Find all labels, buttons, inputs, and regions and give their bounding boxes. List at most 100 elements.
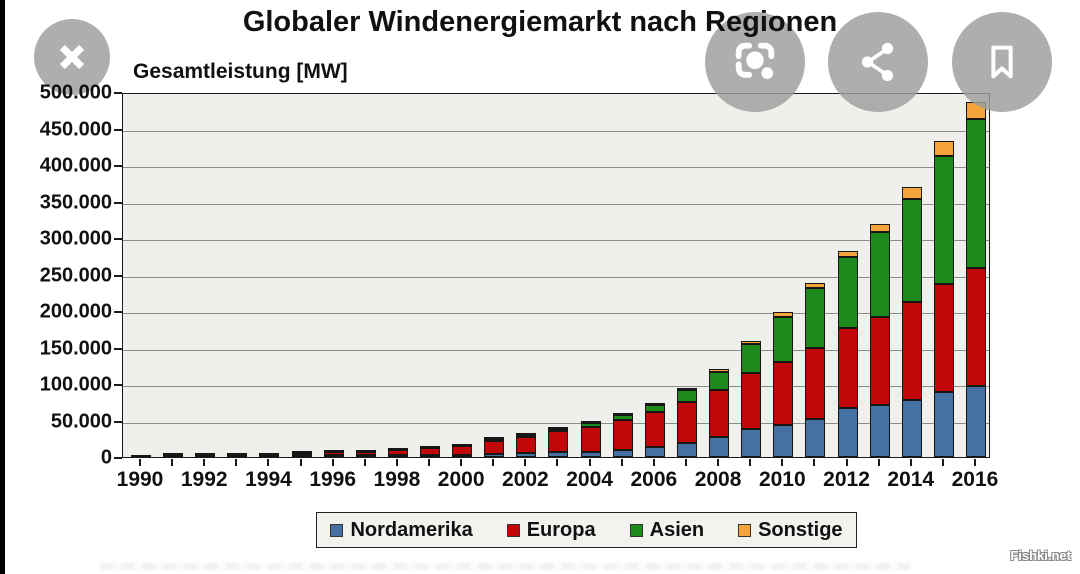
x-tick-label: 2002 [502,468,549,491]
bar-segment-asien [580,423,601,427]
bar-2007 [676,388,697,457]
y-tick-mark [114,238,122,240]
gridline-450.000 [123,130,989,132]
gridline-100.000 [123,386,989,387]
x-tick-mark [235,459,238,466]
bar-segment-nordamerika [227,455,248,457]
gridline-200.000 [123,313,989,314]
lens-search-button[interactable] [705,12,805,112]
y-tick-label: 100.000 [39,373,112,396]
bar-1993 [227,453,248,457]
bar-2012 [837,250,858,457]
letterbox-left-strip [0,0,5,574]
y-tick-mark [114,457,122,459]
lens-search-icon [735,42,775,79]
bar-2001 [484,437,505,457]
bar-segment-nordamerika [163,455,184,457]
legend-swatch-europa [506,523,520,537]
bar-segment-europa [933,284,954,393]
bar-1999 [420,445,441,457]
bar-segment-sonstige [805,283,826,289]
bar-segment-asien [773,317,794,362]
bar-segment-europa [676,402,697,444]
x-tick-label: 1996 [309,468,357,491]
x-tick-mark [620,459,623,466]
bar-segment-nordamerika [195,455,216,457]
watermark: Fishki.net [1010,548,1071,563]
bar-segment-nordamerika [259,455,280,457]
close-button[interactable] [34,19,110,95]
bar-2010 [773,312,794,457]
y-tick-mark [114,201,122,204]
x-tick-label: 2004 [566,468,613,491]
bar-segment-sonstige [933,141,954,157]
bar-segment-europa [323,452,344,455]
bookmark-icon [991,45,1013,79]
bar-segment-asien [484,439,505,442]
x-tick-mark [781,459,784,466]
bar-segment-nordamerika [676,443,697,457]
bar-segment-asien [548,428,569,432]
bar-2011 [805,283,826,457]
bar-segment-asien [869,231,890,317]
bar-segment-sonstige [548,426,569,429]
bar-segment-asien [420,445,441,448]
bar-2005 [612,412,633,457]
bar-segment-asien [355,449,376,452]
x-tick-mark [973,459,976,466]
x-tick-mark [941,459,944,466]
share-button[interactable] [828,12,928,112]
bookmark-button[interactable] [952,12,1052,112]
bar-segment-nordamerika [709,436,730,457]
y-tick-label: 500.000 [39,81,112,104]
legend-item-europa: Europa [506,519,596,542]
bar-segment-nordamerika [805,418,826,457]
bar-2003 [548,426,569,457]
bar-segment-nordamerika [387,455,408,457]
x-tick-mark [171,459,174,466]
bar-segment-nordamerika [837,407,858,457]
bar-segment-europa [387,450,408,455]
bar-segment-sonstige [484,437,505,440]
y-tick-label: 0 [100,446,112,469]
bar-segment-asien [291,451,312,453]
bar-segment-nordamerika [869,405,890,457]
y-tick-label: 200.000 [39,300,112,323]
x-tick-label: 2012 [823,468,870,491]
bar-segment-europa [965,268,986,386]
bar-segment-sonstige [644,402,665,405]
x-tick-mark [652,459,655,466]
bar-segment-europa [163,453,184,455]
bar-segment-europa [259,453,280,455]
bar-segment-europa [420,447,441,455]
close-icon [59,44,85,70]
x-tick-mark [428,459,431,466]
x-tick-mark [203,459,206,466]
y-tick-mark [114,420,122,423]
x-tick-mark [845,459,848,466]
bar-2002 [516,432,537,457]
bar-segment-asien [644,404,665,413]
bar-1998 [387,448,408,457]
bar-segment-nordamerika [420,455,441,457]
bar-segment-nordamerika [355,455,376,457]
x-tick-label: 2000 [437,468,485,491]
bar-segment-europa [869,316,890,406]
x-tick-mark [717,459,720,466]
x-tick-mark [363,459,366,466]
bar-segment-nordamerika [323,455,344,457]
bar-segment-asien [901,198,922,303]
bar-segment-asien [709,371,730,390]
bar-segment-nordamerika [516,453,537,457]
legend: Nordamerika Europa Asien Sonstige [316,512,857,548]
bar-segment-asien [837,256,858,328]
bar-2008 [709,368,730,457]
bar-segment-sonstige [709,368,730,372]
bar-segment-asien [933,156,954,285]
bar-segment-nordamerika [644,447,665,457]
bar-segment-sonstige [676,388,697,391]
legend-label: Asien [649,518,705,541]
bar-2015 [933,141,954,457]
bar-segment-europa [773,361,794,425]
x-tick-mark [588,459,591,466]
